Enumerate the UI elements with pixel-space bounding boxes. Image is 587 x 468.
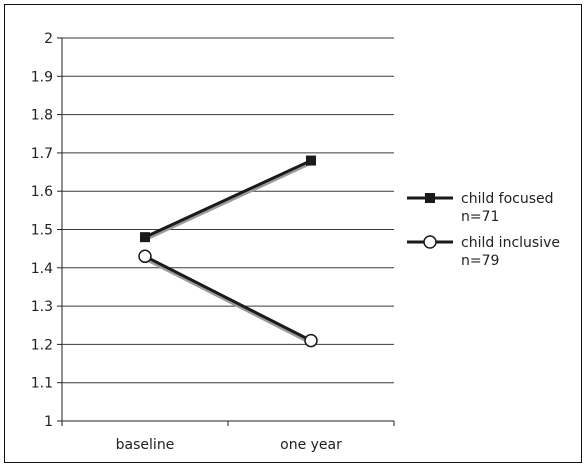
x-tick-label: baseline <box>116 437 175 453</box>
y-tick-label: 1.9 <box>31 69 53 85</box>
legend: child focused n=71 child inclusive n=79 <box>407 191 560 269</box>
x-tick-label: one year <box>280 437 342 453</box>
y-tick-label: 1.1 <box>31 376 53 392</box>
legend-label: child inclusive <box>461 235 560 251</box>
legend-item: child inclusive n=79 <box>407 235 560 269</box>
series-child-focused <box>140 155 316 243</box>
y-tick-label: 2 <box>44 31 53 47</box>
legend-n-label: n=79 <box>461 253 499 269</box>
series-child-inclusive <box>138 249 318 348</box>
legend-item: child focused n=71 <box>407 191 554 225</box>
y-tick-label: 1.5 <box>31 223 53 239</box>
legend-marker-circle <box>423 235 437 249</box>
x-axis-ticks: baseline one year <box>61 421 395 453</box>
series-line <box>144 159 312 239</box>
gridlines <box>62 37 394 384</box>
data-point-circle <box>138 249 152 264</box>
y-tick-label: 1 <box>44 414 53 430</box>
chart-frame <box>4 4 582 463</box>
y-tick-label: 1.4 <box>31 261 53 277</box>
data-point-circle <box>304 333 318 348</box>
y-tick-label: 1.6 <box>31 184 53 200</box>
y-axis-ticks: 1 1.1 1.2 1.3 1.4 1.5 1.6 1.7 1.8 1.9 2 <box>31 31 62 430</box>
data-point-square <box>306 155 316 166</box>
series-line-shadow <box>144 256 312 345</box>
y-tick-label: 1.3 <box>31 299 53 315</box>
y-tick-label: 1.2 <box>31 337 53 353</box>
y-tick-label: 1.8 <box>31 108 53 124</box>
data-point-square <box>140 232 150 243</box>
legend-marker-square <box>425 193 435 203</box>
y-tick-label: 1.7 <box>31 146 53 162</box>
legend-n-label: n=71 <box>461 209 499 225</box>
series-line <box>144 254 312 342</box>
legend-label: child focused <box>461 191 554 207</box>
series-line-shadow <box>144 160 312 241</box>
series-group <box>138 155 318 348</box>
